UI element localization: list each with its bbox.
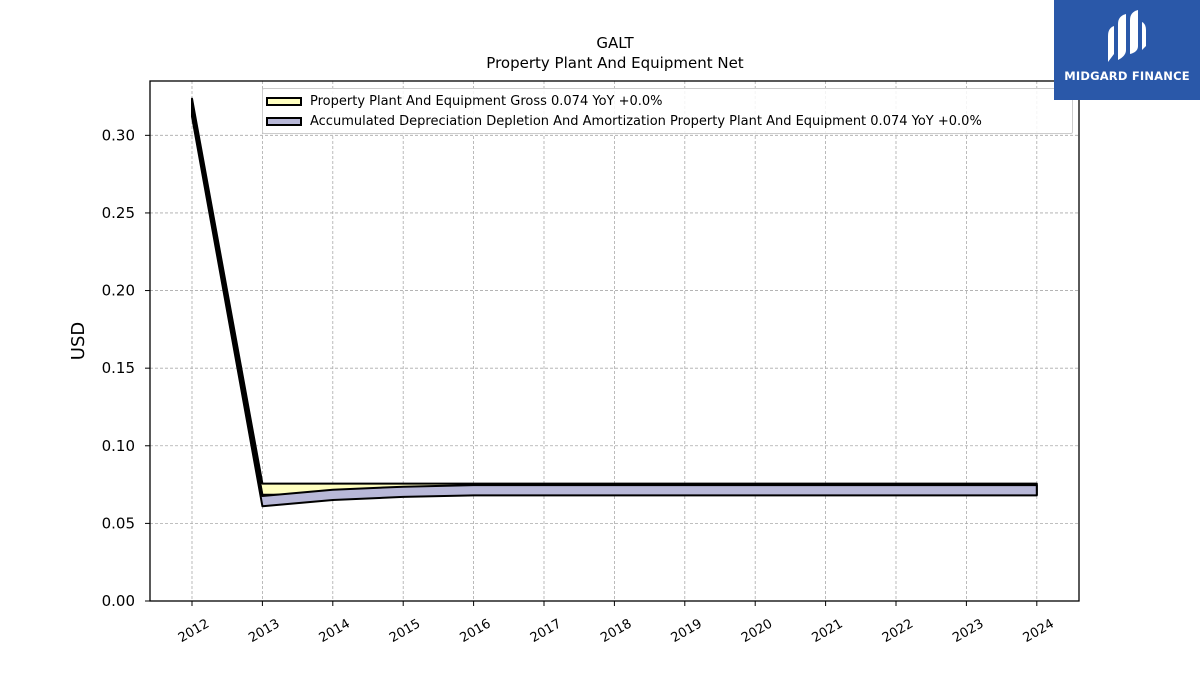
y-tick-label: 0.20 [102, 282, 135, 300]
y-tick-label: 0.00 [102, 592, 135, 610]
x-tick-label: 2014 [317, 616, 353, 646]
x-tick-label: 2019 [669, 616, 705, 646]
midgard-finance-logo: MIDGARD FINANCE [1054, 0, 1200, 100]
x-tick-label: 2018 [598, 616, 634, 646]
legend-item-accumulated-depreciation: Accumulated Depreciation Depletion And A… [266, 111, 982, 131]
x-tick-label: 2021 [809, 616, 845, 646]
x-tick-label: 2017 [528, 616, 564, 646]
chart-title: GALT [596, 34, 634, 52]
legend-label-accumulated-depreciation: Accumulated Depreciation Depletion And A… [310, 113, 982, 129]
y-tick-label: 0.30 [102, 126, 135, 144]
y-tick-label: 0.15 [102, 359, 135, 377]
legend-swatch-accumulated-depreciation [266, 116, 302, 126]
y-tick-label: 0.10 [102, 437, 135, 455]
x-tick-label: 2024 [1021, 616, 1057, 646]
chart-subtitle: Property Plant And Equipment Net [486, 54, 743, 72]
x-tick-label: 2013 [246, 616, 282, 646]
legend: Property Plant And Equipment Gross 0.074… [262, 88, 1073, 134]
legend-swatch-gross [266, 96, 302, 106]
y-axis-label: USD [68, 322, 89, 360]
x-tick-label: 2023 [950, 616, 986, 646]
legend-item-gross: Property Plant And Equipment Gross 0.074… [266, 91, 663, 111]
legend-label-gross: Property Plant And Equipment Gross 0.074… [310, 93, 663, 109]
logo-text: MIDGARD FINANCE [1064, 69, 1190, 83]
x-tick-label: 2022 [880, 616, 916, 646]
x-tick-label: 2020 [739, 616, 775, 646]
series-accumulated-depreciation-band [191, 105, 1038, 508]
y-tick-label: 0.25 [102, 204, 135, 222]
x-tick-label: 2016 [457, 616, 493, 646]
x-tick-label: 2015 [387, 616, 423, 646]
x-tick-label: 2012 [176, 616, 212, 646]
midgard-logo-mark-icon [1108, 10, 1146, 62]
y-tick-label: 0.05 [102, 514, 135, 532]
